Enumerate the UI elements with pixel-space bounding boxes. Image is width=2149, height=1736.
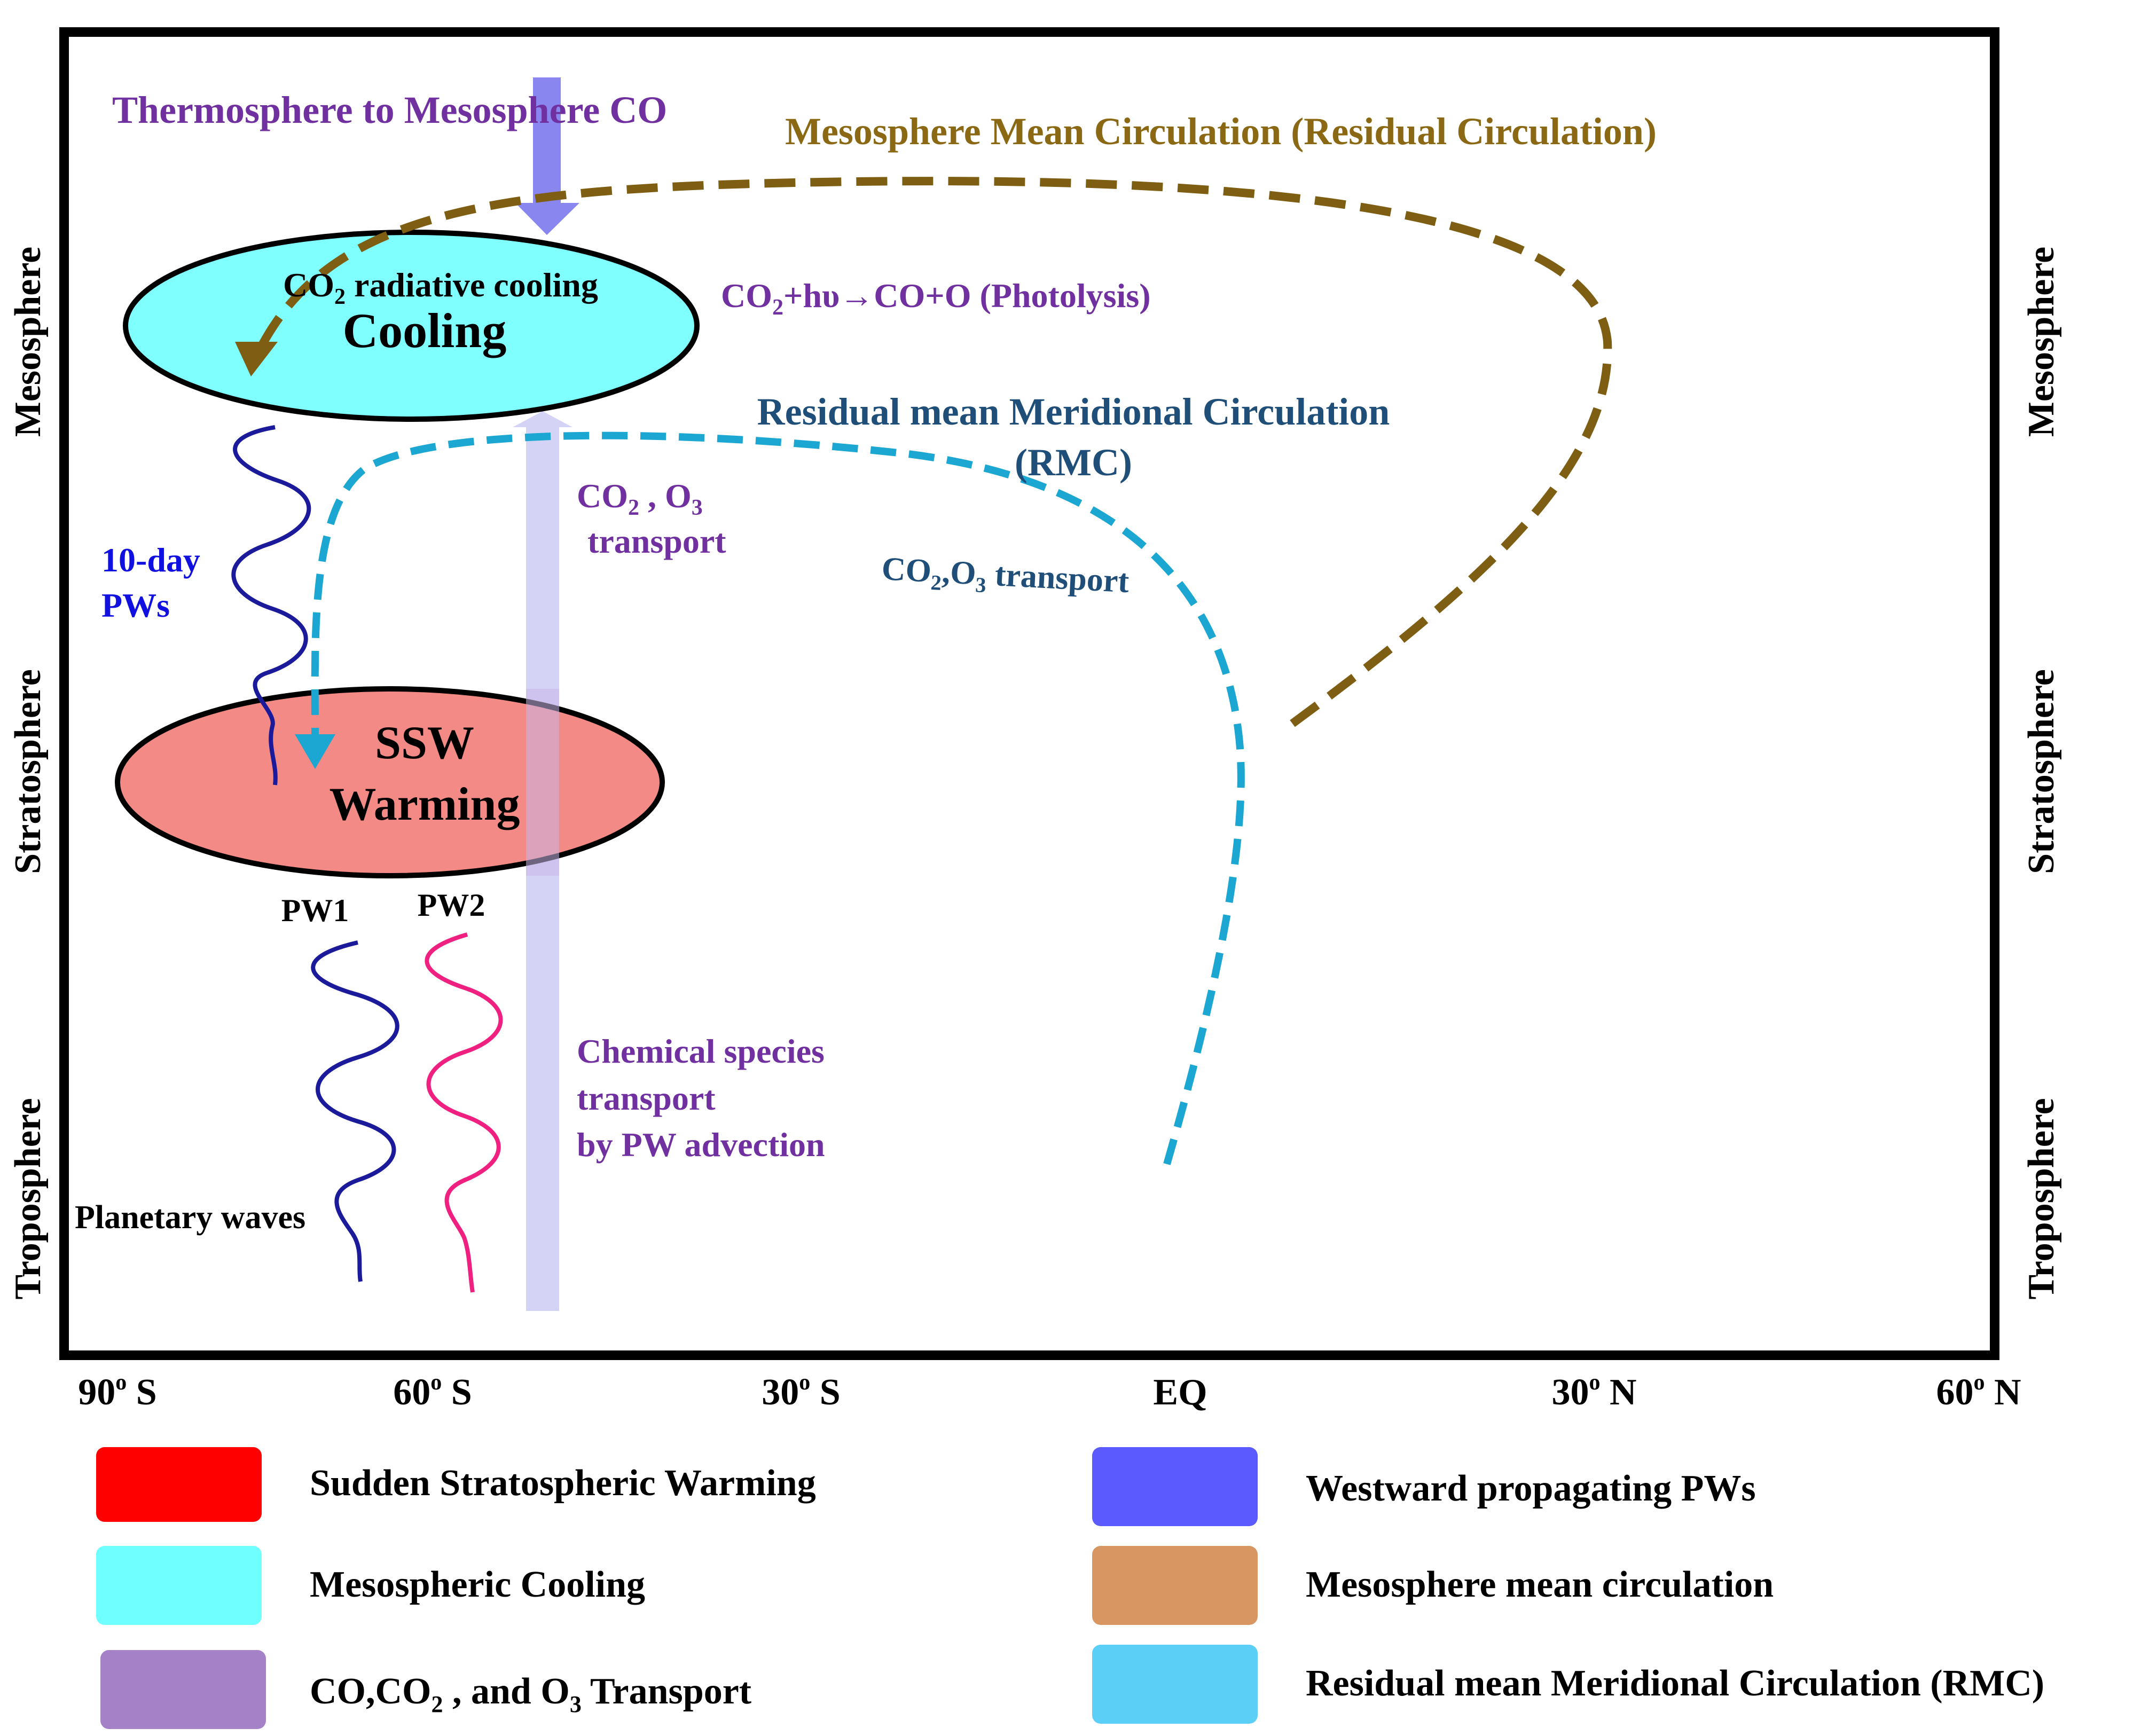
- legend-swatch-ssw: [96, 1447, 262, 1522]
- co2-radiative-cooling-label: CO2 radiative cooling: [283, 266, 598, 309]
- legend-label-rmc: Residual mean Meridional Circulation (RM…: [1306, 1663, 2044, 1704]
- co2-o3-transport-label: CO2 , O3: [577, 477, 703, 520]
- tenday-pw-wave: [231, 425, 311, 785]
- thermo-to-meso-label: Thermosphere to Mesosphere CO: [112, 89, 667, 131]
- left-label-mesosphere: Mesosphere: [7, 247, 49, 437]
- chem-transport-line2: transport: [577, 1079, 716, 1117]
- pw1-wave: [311, 940, 399, 1282]
- transport-bar-arrowhead: [513, 411, 572, 427]
- legend-swatch-transport: [100, 1650, 266, 1729]
- x-tick-eq: EQ: [1153, 1372, 1207, 1413]
- legend-label-westward: Westward propagating PWs: [1306, 1468, 1756, 1509]
- pw2-label: PW2: [418, 887, 485, 923]
- pw1-label: PW1: [281, 893, 349, 928]
- plot-frame: [59, 27, 1999, 1360]
- thermosphere-down-arrow-shaft: [533, 77, 561, 206]
- x-tick-60n: 60o N: [1936, 1370, 2021, 1413]
- legend-swatch-rmc: [1092, 1645, 1258, 1724]
- legend-swatch-westward: [1092, 1447, 1258, 1526]
- mmc-arrowhead: [235, 342, 278, 376]
- chem-transport-line3: by PW advection: [577, 1126, 825, 1164]
- warming-label: Warming: [330, 779, 520, 830]
- right-label-troposphere: Troposphere: [2021, 1098, 2062, 1299]
- rmc-transport-label: CO2,O3 transport: [881, 551, 1130, 604]
- ssw-label: SSW: [375, 717, 474, 769]
- transport-bar-overlay: [526, 689, 559, 876]
- right-label-mesosphere: Mesosphere: [2021, 247, 2062, 437]
- thermosphere-down-arrow-head: [515, 203, 579, 235]
- legend-swatch-mmc: [1092, 1546, 1258, 1625]
- mmc-title: Mesosphere Mean Circulation (Residual Ci…: [785, 110, 1657, 153]
- pw2-wave: [425, 932, 503, 1293]
- rmc-arrowhead: [295, 734, 335, 769]
- x-tick-30n: 30o N: [1551, 1370, 1636, 1413]
- x-tick-90s: 90o S: [78, 1370, 156, 1413]
- rmc-title-line1: Residual mean Meridional Circulation: [757, 390, 1390, 433]
- left-label-troposphere: Troposphere: [7, 1098, 49, 1299]
- x-tick-30s: 30o S: [762, 1370, 840, 1413]
- co2-o3-transport-word: transport: [587, 522, 726, 560]
- cooling-label: Cooling: [343, 303, 507, 358]
- photolysis-label: CO2+hυ→CO+O (Photolysis): [721, 277, 1151, 320]
- planetary-waves-label: Planetary waves: [75, 1199, 305, 1236]
- tenday-label-line1: 10-day: [101, 541, 200, 579]
- rmc-title-line2: (RMC): [1015, 441, 1132, 484]
- legend-label-ssw: Sudden Stratospheric Warming: [310, 1463, 816, 1504]
- legend-label-mmc: Mesosphere mean circulation: [1306, 1564, 1774, 1605]
- legend-swatch-meso-cooling: [96, 1546, 262, 1625]
- legend-label-transport: CO,CO2 , and O3 Transport: [310, 1671, 751, 1717]
- x-tick-60s: 60o S: [393, 1370, 472, 1413]
- legend-label-meso-cooling: Mesospheric Cooling: [310, 1564, 645, 1605]
- left-label-stratosphere: Stratosphere: [7, 669, 49, 874]
- right-label-stratosphere: Stratosphere: [2021, 669, 2062, 874]
- rmc-dashed-arrow: [311, 431, 1245, 1165]
- tenday-label-line2: PWs: [101, 586, 170, 624]
- chem-transport-line1: Chemical species: [577, 1032, 825, 1070]
- mmc-dashed-arrow: [247, 177, 1612, 727]
- cooling-ellipse: [123, 230, 700, 422]
